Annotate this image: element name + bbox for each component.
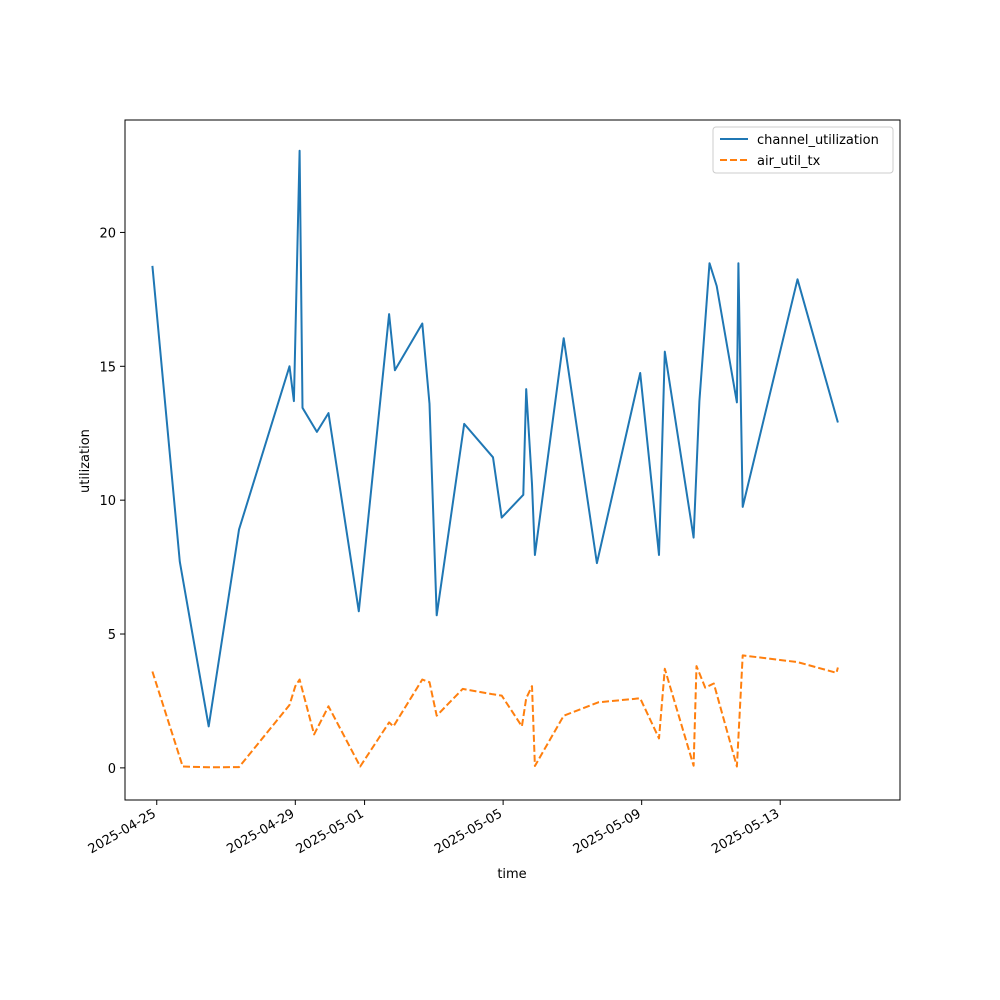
legend-box [712, 126, 894, 174]
y-tick-label: 20 [99, 226, 116, 241]
legend-label-air_util_tx: air_util_tx [757, 154, 821, 169]
y-tick-label: 15 [99, 360, 116, 375]
legend: channel_utilization air_util_tx [712, 126, 894, 174]
y-tick-label: 0 [108, 762, 116, 777]
y-axis: 0 5 10 15 20 [99, 226, 125, 777]
y-axis-label: utilization [78, 429, 93, 493]
x-axis-label: time [497, 867, 526, 882]
series-line-air_util_tx [151, 654, 839, 769]
series-layer [151, 149, 839, 769]
legend-label-channel_utilization: channel_utilization [757, 133, 879, 148]
y-tick-label: 10 [99, 494, 116, 509]
plot-frame [124, 119, 901, 801]
series-line-channel_utilization [151, 149, 839, 728]
plot-area [125, 120, 900, 800]
y-tick-label: 5 [108, 628, 116, 643]
